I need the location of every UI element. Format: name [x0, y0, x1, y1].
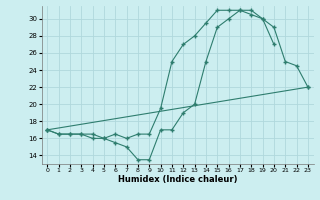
X-axis label: Humidex (Indice chaleur): Humidex (Indice chaleur) — [118, 175, 237, 184]
